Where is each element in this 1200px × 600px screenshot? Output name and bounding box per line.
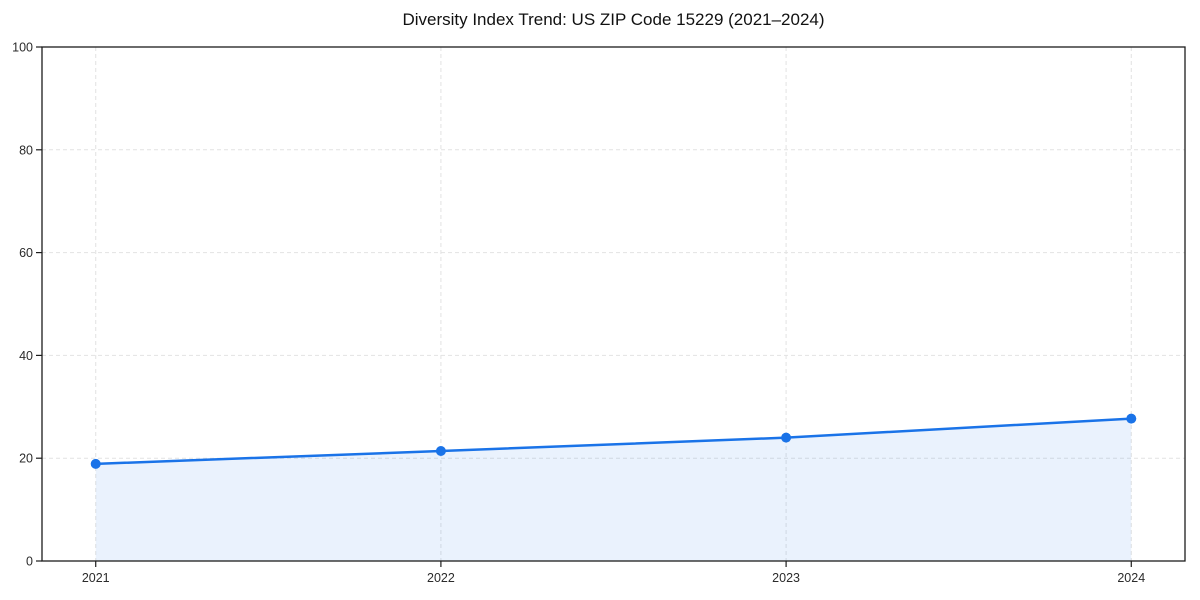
data-point-2024 [1126,413,1137,424]
trend-line [94,417,1133,466]
x-tick-label: 2022 [427,571,455,585]
data-point-2022 [435,446,446,457]
chart-title: Diversity Index Trend: US ZIP Code 15229… [402,10,825,29]
y-tick-label: 0 [26,555,33,569]
area-fill [95,418,1132,561]
x-tick-label: 2023 [772,571,800,585]
data-point-2023 [781,432,792,443]
y-tick-label: 100 [12,41,33,55]
y-tick-label: 80 [19,143,33,157]
y-tick-label: 20 [19,452,33,466]
data-point-2021 [90,458,101,469]
axes-frame [41,46,1186,562]
y-tick-label: 60 [19,246,33,260]
y-tick-label: 40 [19,349,33,363]
x-tick-label: 2024 [1117,571,1145,585]
x-tick-label: 2021 [82,571,110,585]
